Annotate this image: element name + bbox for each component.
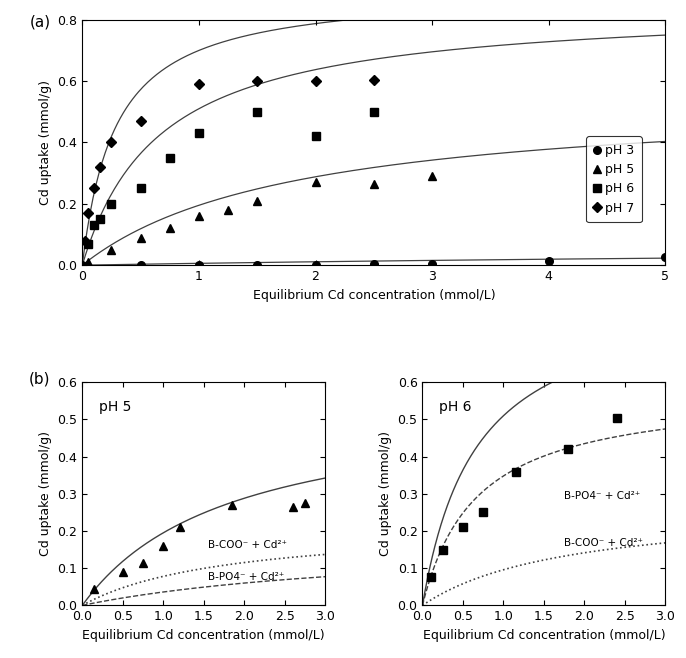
Line: pH 5: pH 5 [84,172,436,266]
pH 6 [107,200,115,208]
pH 3 [545,257,553,265]
pH 7 [84,209,92,217]
pH 7 [253,77,261,85]
pH 6 [137,184,145,192]
pH 3 [195,261,203,268]
pH 6 [90,221,98,229]
Text: B-COO⁻ + Cd²⁺: B-COO⁻ + Cd²⁺ [564,538,643,548]
Line: pH 6: pH 6 [84,108,378,247]
pH 6 [195,129,203,137]
pH 3 [661,253,670,261]
pH 7 [311,77,320,85]
Text: B-PO4⁻ + Cd²⁺: B-PO4⁻ + Cd²⁺ [208,572,284,582]
pH 7 [80,237,88,245]
pH 5 [107,246,115,254]
pH 3 [428,260,436,268]
pH 6 [253,108,261,116]
pH 7 [137,117,145,125]
pH 6 [166,154,174,162]
pH 7 [90,184,98,192]
Line: pH 7: pH 7 [81,76,378,244]
pH 5 [370,180,378,188]
pH 6 [370,108,378,116]
pH 7 [95,163,104,171]
Text: (b): (b) [29,371,50,386]
pH 3 [311,261,320,268]
X-axis label: Equilibrium Cd concentration (mmol/L): Equilibrium Cd concentration (mmol/L) [82,629,325,642]
Y-axis label: Cd uptake (mmol/g): Cd uptake (mmol/g) [379,431,392,556]
pH 3 [78,261,86,269]
Text: B-PO4⁻ + Cd²⁺: B-PO4⁻ + Cd²⁺ [564,492,641,501]
Text: pH 5: pH 5 [99,400,132,414]
Text: (a): (a) [29,15,51,30]
pH 5 [84,258,92,266]
X-axis label: Equilibrium Cd concentration (mmol/L): Equilibrium Cd concentration (mmol/L) [252,289,495,301]
pH 5 [195,212,203,220]
pH 5 [137,234,145,241]
Y-axis label: Cd uptake (mmol/g): Cd uptake (mmol/g) [39,431,52,556]
Legend: pH 3, pH 5, pH 6, pH 7: pH 3, pH 5, pH 6, pH 7 [586,136,641,222]
Line: pH 3: pH 3 [78,253,670,269]
pH 5 [253,197,261,205]
pH 5 [311,178,320,186]
pH 7 [370,76,378,84]
pH 7 [107,138,115,146]
Y-axis label: Cd uptake (mmol/g): Cd uptake (mmol/g) [39,80,52,205]
pH 3 [137,261,145,268]
pH 6 [311,132,320,140]
pH 7 [195,80,203,88]
pH 5 [166,224,174,232]
pH 5 [224,206,232,214]
Text: pH 6: pH 6 [440,400,472,414]
pH 5 [428,172,436,180]
pH 6 [95,215,104,223]
Text: B-COO⁻ + Cd²⁺: B-COO⁻ + Cd²⁺ [208,540,287,549]
pH 3 [253,261,261,268]
X-axis label: Equilibrium Cd concentration (mmol/L): Equilibrium Cd concentration (mmol/L) [423,629,665,642]
pH 3 [370,261,378,268]
pH 6 [84,240,92,247]
